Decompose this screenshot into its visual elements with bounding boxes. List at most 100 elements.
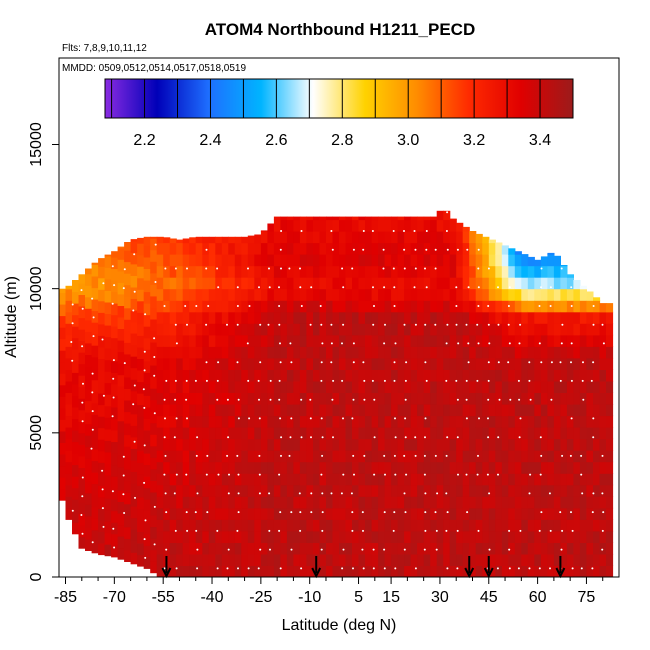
data-point [569, 454, 572, 457]
heatmap-cell [72, 430, 80, 443]
heatmap-cell [384, 254, 392, 267]
heatmap-cell [163, 519, 171, 532]
heatmap-cell [208, 450, 216, 463]
heatmap-cell [189, 438, 197, 451]
data-point [144, 556, 147, 559]
heatmap-cell [553, 507, 561, 520]
heatmap-cell [566, 565, 574, 577]
heatmap-cell [495, 357, 503, 370]
heatmap-cell [514, 450, 522, 463]
heatmap-cell [299, 427, 307, 440]
data-point [320, 323, 323, 326]
heatmap-cell [260, 346, 268, 359]
data-point [341, 379, 344, 382]
heatmap-cell [417, 427, 425, 440]
data-point [279, 361, 282, 364]
heatmap-cell [566, 530, 574, 543]
heatmap-cell [150, 342, 158, 355]
heatmap-cell [579, 311, 587, 324]
heatmap-cell [319, 311, 327, 324]
heatmap-cell [339, 519, 347, 532]
data-point [467, 361, 470, 364]
heatmap-cell [150, 318, 158, 331]
heatmap-cell [488, 404, 496, 417]
heatmap-cell [430, 380, 438, 393]
heatmap-cell [606, 311, 614, 324]
heatmap-cell [319, 507, 327, 520]
heatmap-cell [156, 496, 164, 509]
heatmap-cell [65, 507, 73, 520]
heatmap-cell [293, 216, 301, 221]
heatmap-cell [430, 357, 438, 370]
heatmap-cell [124, 492, 132, 505]
heatmap-cell [189, 553, 197, 566]
heatmap-cell [449, 277, 457, 290]
heatmap-cell [163, 288, 171, 301]
heatmap-cell [169, 519, 177, 532]
heatmap-cell [469, 507, 477, 520]
heatmap-cell [91, 449, 99, 462]
data-point [206, 454, 209, 457]
heatmap [59, 210, 614, 577]
heatmap-cell [273, 427, 281, 440]
heatmap-cell [124, 411, 132, 424]
heatmap-cell [326, 519, 334, 532]
heatmap-cell [488, 427, 496, 440]
heatmap-cell [228, 507, 236, 520]
data-point [477, 454, 479, 457]
heatmap-cell [124, 353, 132, 366]
heatmap-cell [423, 242, 431, 255]
heatmap-cell [293, 380, 301, 393]
data-point [91, 391, 94, 394]
heatmap-cell [345, 496, 353, 509]
heatmap-cell [306, 300, 314, 313]
heatmap-cell [475, 277, 483, 290]
heatmap-cell [352, 542, 360, 555]
heatmap-cell [540, 380, 548, 393]
heatmap-cell [85, 365, 93, 378]
heatmap-cell [169, 311, 177, 324]
heatmap-cell [215, 427, 223, 440]
heatmap-cell [117, 489, 125, 502]
heatmap-cell [417, 461, 425, 474]
heatmap-cell [365, 380, 373, 393]
heatmap-cell [78, 329, 86, 342]
heatmap-cell [195, 334, 203, 347]
heatmap-cell [417, 438, 425, 451]
heatmap-cell [319, 404, 327, 417]
heatmap-cell [286, 392, 294, 405]
heatmap-cell [202, 530, 210, 543]
heatmap-cell [98, 473, 106, 486]
heatmap-cell [599, 392, 607, 405]
heatmap-cell [202, 236, 210, 244]
heatmap-cell [566, 334, 574, 347]
data-point [299, 511, 302, 514]
heatmap-cell [488, 369, 496, 382]
data-point [71, 322, 74, 325]
heatmap-cell [540, 450, 548, 463]
data-point [477, 305, 480, 307]
data-point [383, 286, 386, 289]
heatmap-cell [508, 461, 516, 474]
heatmap-cell [319, 553, 327, 566]
heatmap-cell [553, 357, 561, 370]
heatmap-cell [195, 311, 203, 324]
heatmap-cell [456, 542, 464, 555]
heatmap-cell [339, 219, 347, 232]
heatmap-cell [352, 507, 360, 520]
heatmap-cell [352, 231, 360, 244]
heatmap-cell [378, 530, 386, 543]
heatmap-cell [423, 496, 431, 509]
heatmap-cell [345, 265, 353, 278]
heatmap-cell [593, 519, 601, 532]
heatmap-cell [404, 334, 412, 347]
heatmap-cell [143, 464, 151, 477]
heatmap-cell [378, 427, 386, 440]
heatmap-cell [91, 310, 99, 323]
heatmap-cell [163, 427, 171, 440]
heatmap-cell [378, 542, 386, 555]
data-point [372, 567, 375, 570]
heatmap-cell [501, 473, 509, 486]
heatmap-cell [547, 252, 555, 255]
heatmap-cell [391, 369, 399, 382]
